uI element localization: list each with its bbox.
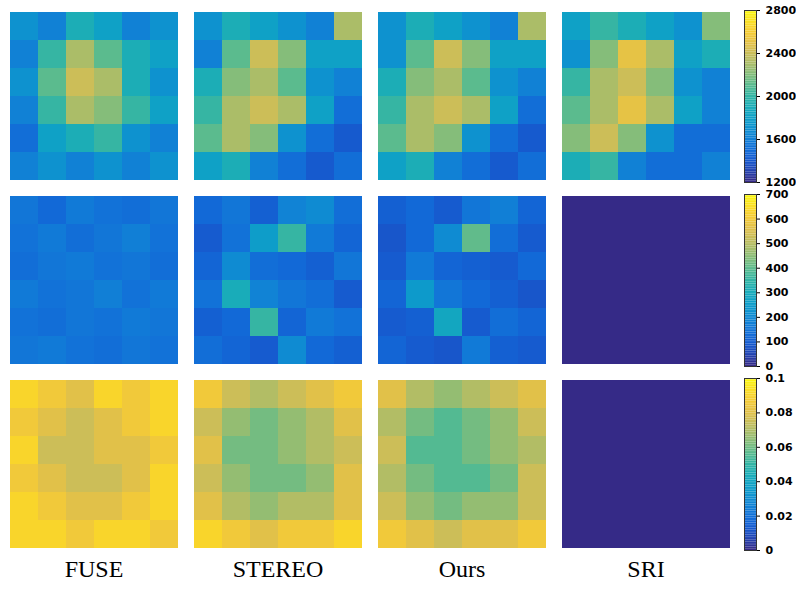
html-text:STEREO: STEREO	[232, 556, 324, 582]
svg-text:0.06: 0.06	[766, 441, 793, 454]
svg-text:0: 0	[766, 360, 774, 372]
svg-text:200: 200	[766, 311, 789, 324]
svg-text:1600: 1600	[766, 133, 796, 146]
svg-text:700: 700	[766, 188, 789, 201]
html-text:FUSE: FUSE	[64, 556, 124, 582]
svg-text:0.1: 0.1	[766, 372, 786, 385]
svg-text:400: 400	[766, 262, 789, 275]
svg-text:2800: 2800	[766, 4, 796, 17]
html-text:SRI: SRI	[627, 556, 665, 582]
svg-text:0.08: 0.08	[766, 406, 793, 419]
html-text:Ours: Ours	[438, 556, 486, 582]
svg-text:100: 100	[766, 335, 789, 348]
svg-text:1200: 1200	[766, 176, 796, 188]
svg-text:2000: 2000	[766, 90, 796, 103]
svg-text:300: 300	[766, 286, 789, 299]
svg-text:600: 600	[766, 213, 789, 226]
svg-text:0.02: 0.02	[766, 510, 793, 523]
svg-text:2400: 2400	[766, 47, 796, 60]
svg-text:500: 500	[766, 237, 789, 250]
svg-text:0: 0	[766, 544, 774, 556]
svg-text:0.04: 0.04	[766, 475, 793, 488]
